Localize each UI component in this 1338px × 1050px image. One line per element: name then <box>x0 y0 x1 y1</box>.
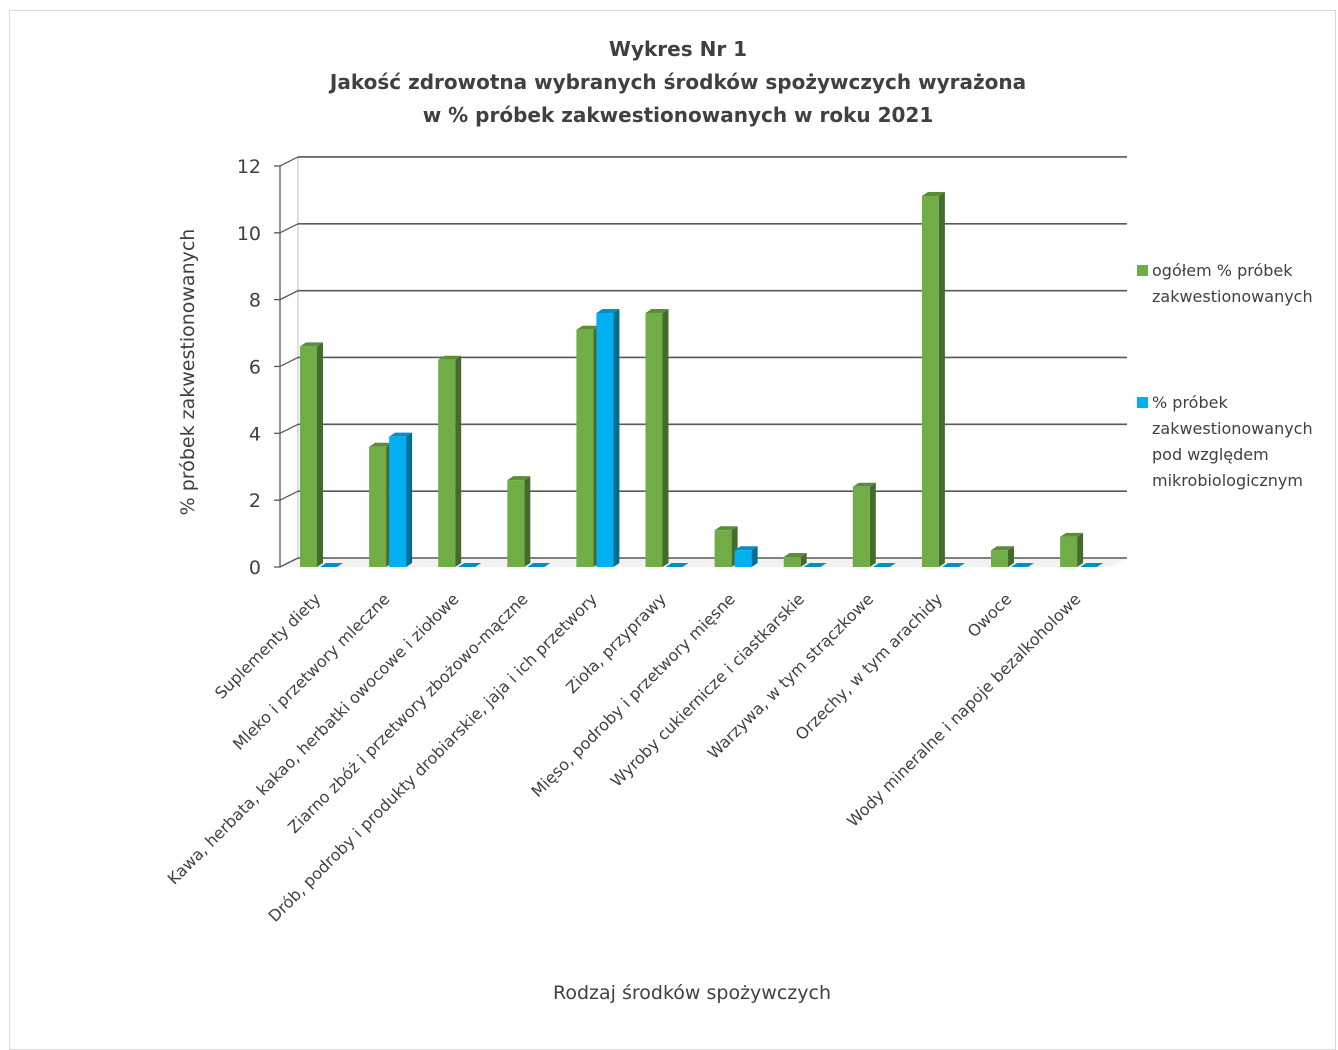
y-tick-label: 2 <box>249 490 261 512</box>
gridline-depth <box>279 490 299 501</box>
bar-micro-top <box>458 563 482 567</box>
bar-total <box>714 530 732 567</box>
bar-total-side <box>317 342 323 567</box>
bar-total-side <box>938 192 945 567</box>
x-tick-label: Kawa, herbata, kakao, herbatki owocowe i… <box>164 589 463 888</box>
gridline-depth <box>279 557 299 568</box>
chart-title-line: Jakość zdrowotna wybranych środków spoży… <box>328 70 1026 94</box>
bar-total-top <box>576 325 600 330</box>
bar-total <box>783 556 801 567</box>
x-tick-label: Ziarno zbóż i przetwory zbożowo-mączne <box>284 589 532 837</box>
bar-micro-side <box>751 546 758 567</box>
bar-total-top <box>714 526 738 531</box>
bar-micro-top <box>872 563 896 567</box>
bar-total <box>852 486 870 567</box>
x-axis-title: Rodzaj środków spożywczych <box>553 982 831 1004</box>
bar-micro-top <box>596 309 620 314</box>
bar-total <box>438 359 456 567</box>
bar-total <box>507 480 525 567</box>
legend-label: zakwestionowanych <box>1152 419 1313 438</box>
bar-total-top <box>369 442 393 447</box>
y-tick-label: 4 <box>249 423 261 445</box>
x-tick-label: Drób, podroby i produkty drobiarskie, ja… <box>265 589 601 925</box>
bar-total-top <box>300 342 323 347</box>
bar-total <box>921 196 939 567</box>
bar-total-side <box>1077 532 1084 567</box>
bar-total-top <box>921 192 945 197</box>
legend-label: pod względem <box>1152 445 1269 464</box>
legend-swatch <box>1137 397 1148 408</box>
bar-micro <box>389 436 407 567</box>
gridline-depth <box>279 423 299 434</box>
bar-total-top <box>438 355 462 360</box>
y-tick-label: 12 <box>237 156 261 178</box>
bar-total <box>369 446 387 567</box>
bar-total-top <box>991 546 1014 551</box>
bar-total <box>645 313 663 567</box>
x-tick-label: Orzechy, w tym arachidy <box>792 589 947 744</box>
bar-total <box>300 346 317 567</box>
legend-label: % próbek <box>1152 393 1228 412</box>
bar-micro-top <box>320 563 343 567</box>
bar-total-top <box>645 309 669 314</box>
bar-micro-side <box>406 432 413 567</box>
legend-label: zakwestionowanych <box>1152 287 1313 306</box>
bar-total-side <box>524 476 531 567</box>
bar-total <box>576 329 594 567</box>
bar-total-side <box>800 552 807 567</box>
bar-total-top <box>783 552 807 557</box>
bar-total-top <box>507 476 531 481</box>
chart-title-line: w % próbek zakwestionowanych w roku 2021 <box>423 103 934 127</box>
legend-label: ogółem % próbek <box>1152 261 1293 280</box>
y-tick-label: 6 <box>249 356 261 378</box>
bar-micro <box>734 550 752 567</box>
bar-total-top <box>1060 532 1084 537</box>
bar-micro-top <box>389 432 413 437</box>
bar-micro-top <box>527 563 551 567</box>
bar-total-side <box>869 482 876 567</box>
chart-floor <box>280 558 1127 567</box>
y-tick-label: 10 <box>237 223 261 245</box>
x-tick-label: Owoce <box>964 589 1016 641</box>
bar-micro-top <box>803 563 827 567</box>
bar-total-side <box>1008 546 1014 567</box>
gridline-depth <box>279 156 299 167</box>
bar-micro-top <box>665 563 689 567</box>
legend-swatch <box>1137 265 1148 276</box>
legend-label: mikrobiologicznym <box>1152 471 1303 490</box>
chart-title-line: Wykres Nr 1 <box>609 37 747 61</box>
bar-micro-top <box>941 563 965 567</box>
y-axis-title: % próbek zakwestionowanych <box>177 229 199 516</box>
y-tick-label: 8 <box>249 290 261 312</box>
bar-micro-side <box>613 309 620 567</box>
bar-total <box>1060 536 1078 567</box>
x-tick-label: Wody mineralne i napoje bezalkoholowe <box>843 589 1084 830</box>
y-tick-label: 0 <box>249 557 261 579</box>
bar-total <box>991 550 1008 567</box>
bar-micro-top <box>1011 563 1034 567</box>
bar-total-side <box>662 309 669 567</box>
bar-micro-top <box>1080 563 1104 567</box>
gridline-depth <box>279 223 299 234</box>
bar-micro-top <box>734 546 758 551</box>
bar-total-side <box>455 355 462 567</box>
bar-micro <box>596 313 614 567</box>
gridline-depth <box>279 290 299 301</box>
bar-total-top <box>852 482 876 487</box>
gridline-depth <box>279 356 299 368</box>
